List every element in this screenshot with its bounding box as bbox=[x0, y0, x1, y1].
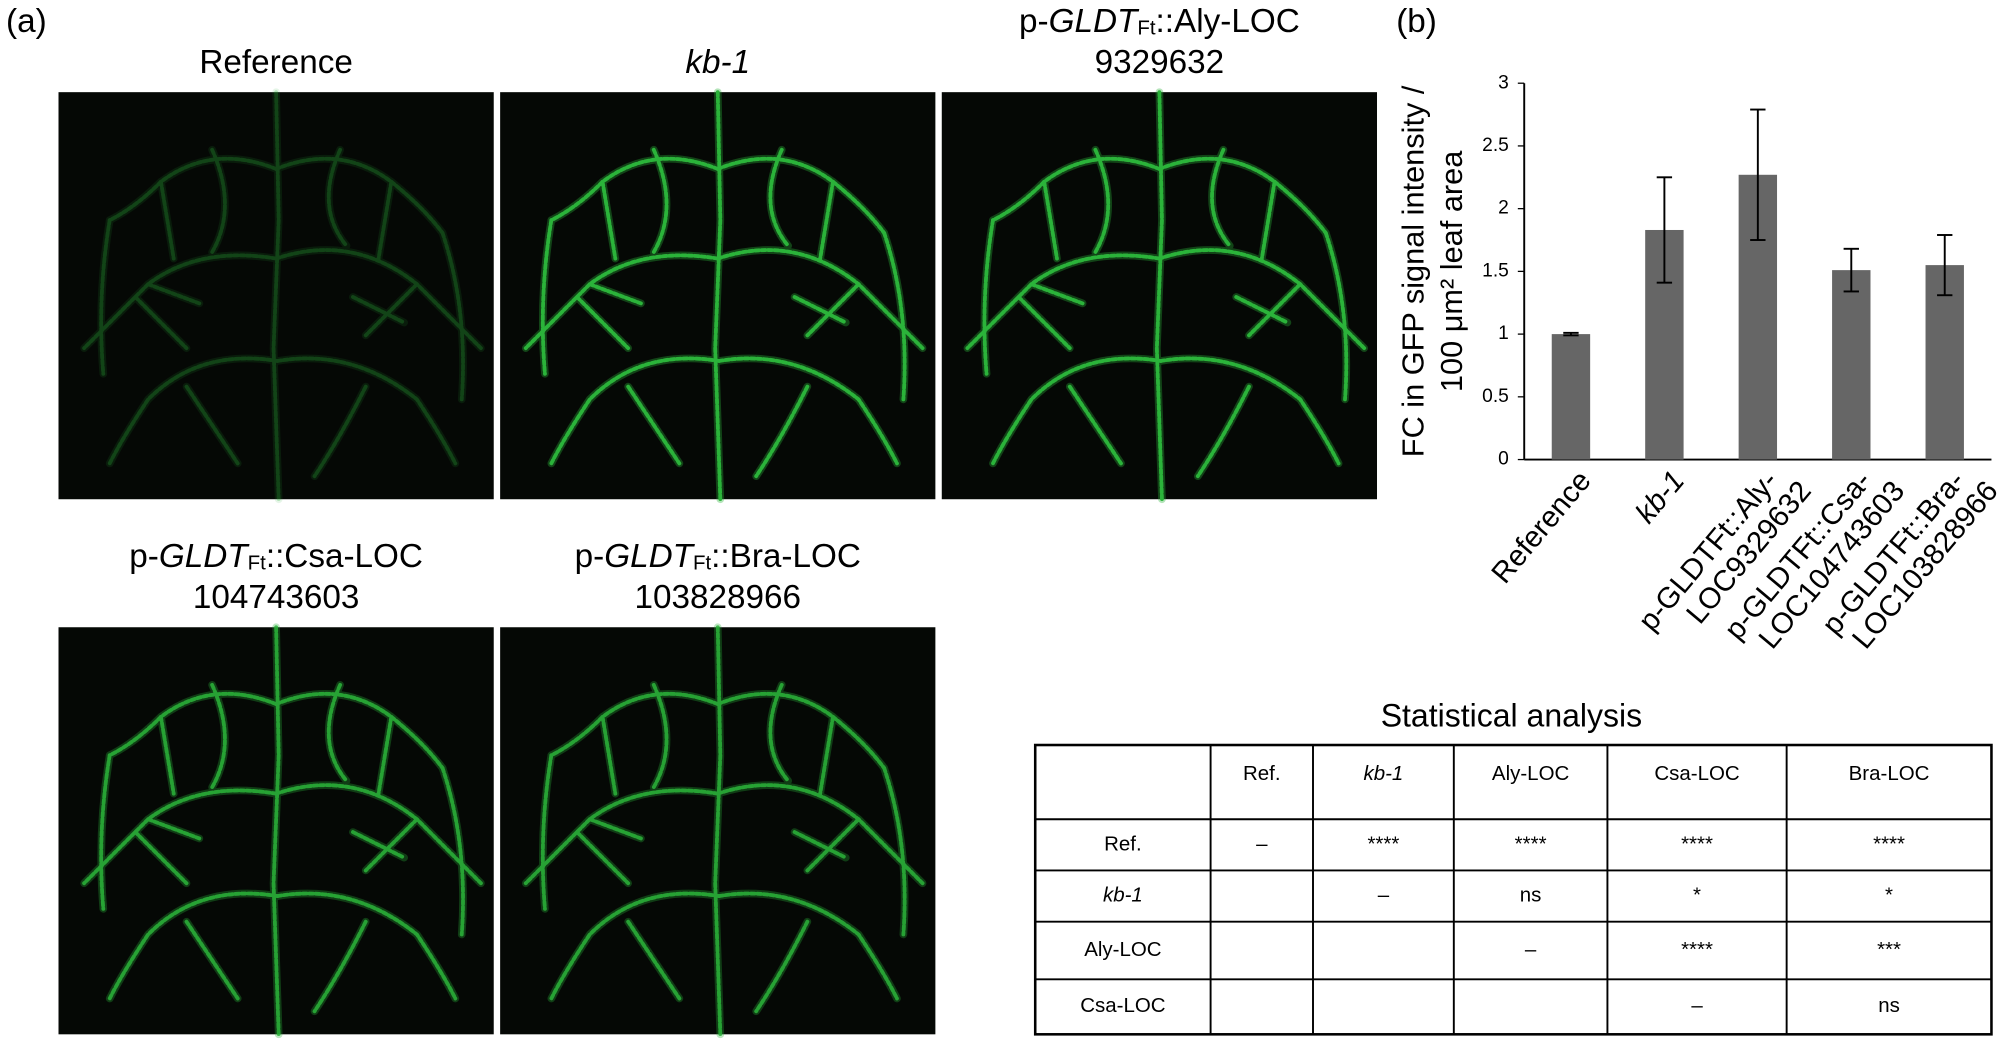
title-part: GLDT bbox=[1049, 3, 1140, 40]
table-cell: ns bbox=[1520, 883, 1542, 906]
table-cell: Csa-LOC bbox=[1080, 994, 1165, 1017]
image-title: Reference bbox=[199, 44, 352, 81]
table-cell: * bbox=[1693, 883, 1701, 906]
title-part: p- bbox=[129, 538, 159, 575]
y-axis-label: 100 μm² leaf area bbox=[1434, 150, 1469, 392]
bar bbox=[1832, 270, 1871, 460]
image-title: p-GLDTFt::Csa-LOC bbox=[129, 538, 423, 575]
image-title: 104743603 bbox=[193, 579, 360, 616]
table-cell: *** bbox=[1877, 938, 1901, 961]
x-tick-label: kb-1 bbox=[1629, 464, 1691, 529]
table-cell: – bbox=[1378, 883, 1390, 906]
image-title: kb-1 bbox=[685, 44, 750, 81]
image-title: p-GLDTFt::Aly-LOC bbox=[1019, 3, 1300, 40]
image-title: p-GLDTFt::Bra-LOC bbox=[575, 538, 861, 575]
table-cell: – bbox=[1256, 832, 1268, 855]
y-tick-label: 1 bbox=[1498, 323, 1509, 344]
table-cell: Aly-LOC bbox=[1492, 762, 1569, 785]
y-tick-label: 3 bbox=[1498, 72, 1509, 93]
table-cell: ns bbox=[1878, 994, 1900, 1017]
table-title: Statistical analysis bbox=[1381, 698, 1642, 734]
title-part: ::Bra-LOC bbox=[711, 538, 861, 575]
y-tick-label: 0.5 bbox=[1482, 386, 1509, 407]
title-part: Ft bbox=[248, 552, 267, 575]
y-tick-label: 1.5 bbox=[1482, 260, 1509, 281]
image-title: 9329632 bbox=[1095, 44, 1225, 81]
title-part: Ft bbox=[1137, 17, 1156, 40]
table-cell: **** bbox=[1681, 938, 1713, 961]
table-cell: kb-1 bbox=[1363, 762, 1403, 785]
table-cell: Aly-LOC bbox=[1084, 938, 1161, 961]
title-part: p- bbox=[1019, 3, 1049, 40]
title-part: p- bbox=[575, 538, 605, 575]
table-border bbox=[1033, 743, 1993, 1036]
x-tick-label: Reference bbox=[1485, 464, 1598, 589]
table-cell: Ref. bbox=[1104, 832, 1142, 855]
table-cell: Bra-LOC bbox=[1849, 762, 1930, 785]
panel-label: (a) bbox=[6, 3, 47, 40]
table-cell: **** bbox=[1515, 832, 1547, 855]
table-cell: **** bbox=[1873, 832, 1905, 855]
title-part: GLDT bbox=[159, 538, 250, 575]
title-part: GLDT bbox=[604, 538, 695, 575]
table-cell: * bbox=[1885, 883, 1893, 906]
panel-label: (b) bbox=[1396, 3, 1437, 40]
y-axis-label: FC in GFP signal intensity / bbox=[1396, 85, 1431, 457]
table-cell: – bbox=[1525, 938, 1537, 961]
table-cell: Csa-LOC bbox=[1654, 762, 1739, 785]
title-part: ::Aly-LOC bbox=[1156, 3, 1300, 40]
table-cell: Ref. bbox=[1243, 762, 1281, 785]
bar bbox=[1925, 265, 1964, 460]
y-tick-label: 0 bbox=[1498, 449, 1509, 470]
table-cell: kb-1 bbox=[1103, 883, 1143, 906]
title-part: ::Csa-LOC bbox=[266, 538, 423, 575]
image-title: 103828966 bbox=[635, 579, 802, 616]
bar bbox=[1551, 334, 1591, 460]
table-cell: **** bbox=[1681, 832, 1713, 855]
table-cell: – bbox=[1691, 994, 1703, 1017]
y-tick-label: 2.5 bbox=[1482, 135, 1509, 156]
title-part: Ft bbox=[693, 552, 712, 575]
y-tick-label: 2 bbox=[1498, 198, 1509, 219]
table-cell: **** bbox=[1367, 832, 1399, 855]
